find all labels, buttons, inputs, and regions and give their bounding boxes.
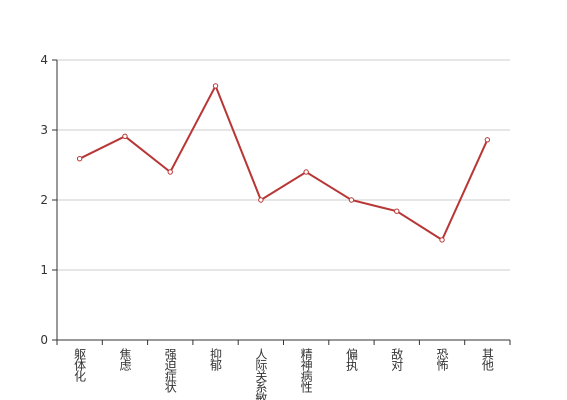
y-tick-label: 4	[40, 53, 48, 67]
x-tick-label: 焦虑	[118, 348, 132, 371]
point	[167, 169, 173, 175]
point	[394, 208, 400, 214]
x-tick-label: 其他	[480, 348, 494, 371]
point	[303, 169, 309, 175]
point	[348, 197, 355, 203]
point	[484, 137, 491, 143]
point	[76, 156, 83, 162]
x-tick-label: 敌对	[390, 347, 404, 371]
y-tick-label: 2	[40, 193, 48, 207]
point	[439, 237, 445, 243]
x-tick-label: 强迫症状	[163, 348, 177, 393]
point	[258, 197, 264, 203]
x-tick-label: 人际关系敏感	[254, 348, 268, 400]
x-tick-label: 躯体化	[73, 347, 87, 383]
y-tick-label: 3	[40, 123, 48, 137]
point	[212, 83, 219, 89]
line	[79, 83, 489, 242]
y-tick-label: 1	[40, 263, 48, 277]
x-tick-label: 抑郁	[209, 347, 223, 372]
x-tick-label: 精神病性	[299, 348, 313, 394]
x-tick-label: 恐怖	[435, 348, 449, 371]
x-tick-label: 偏执	[344, 347, 358, 372]
point	[122, 133, 128, 140]
y-tick-label: 0	[40, 333, 48, 347]
